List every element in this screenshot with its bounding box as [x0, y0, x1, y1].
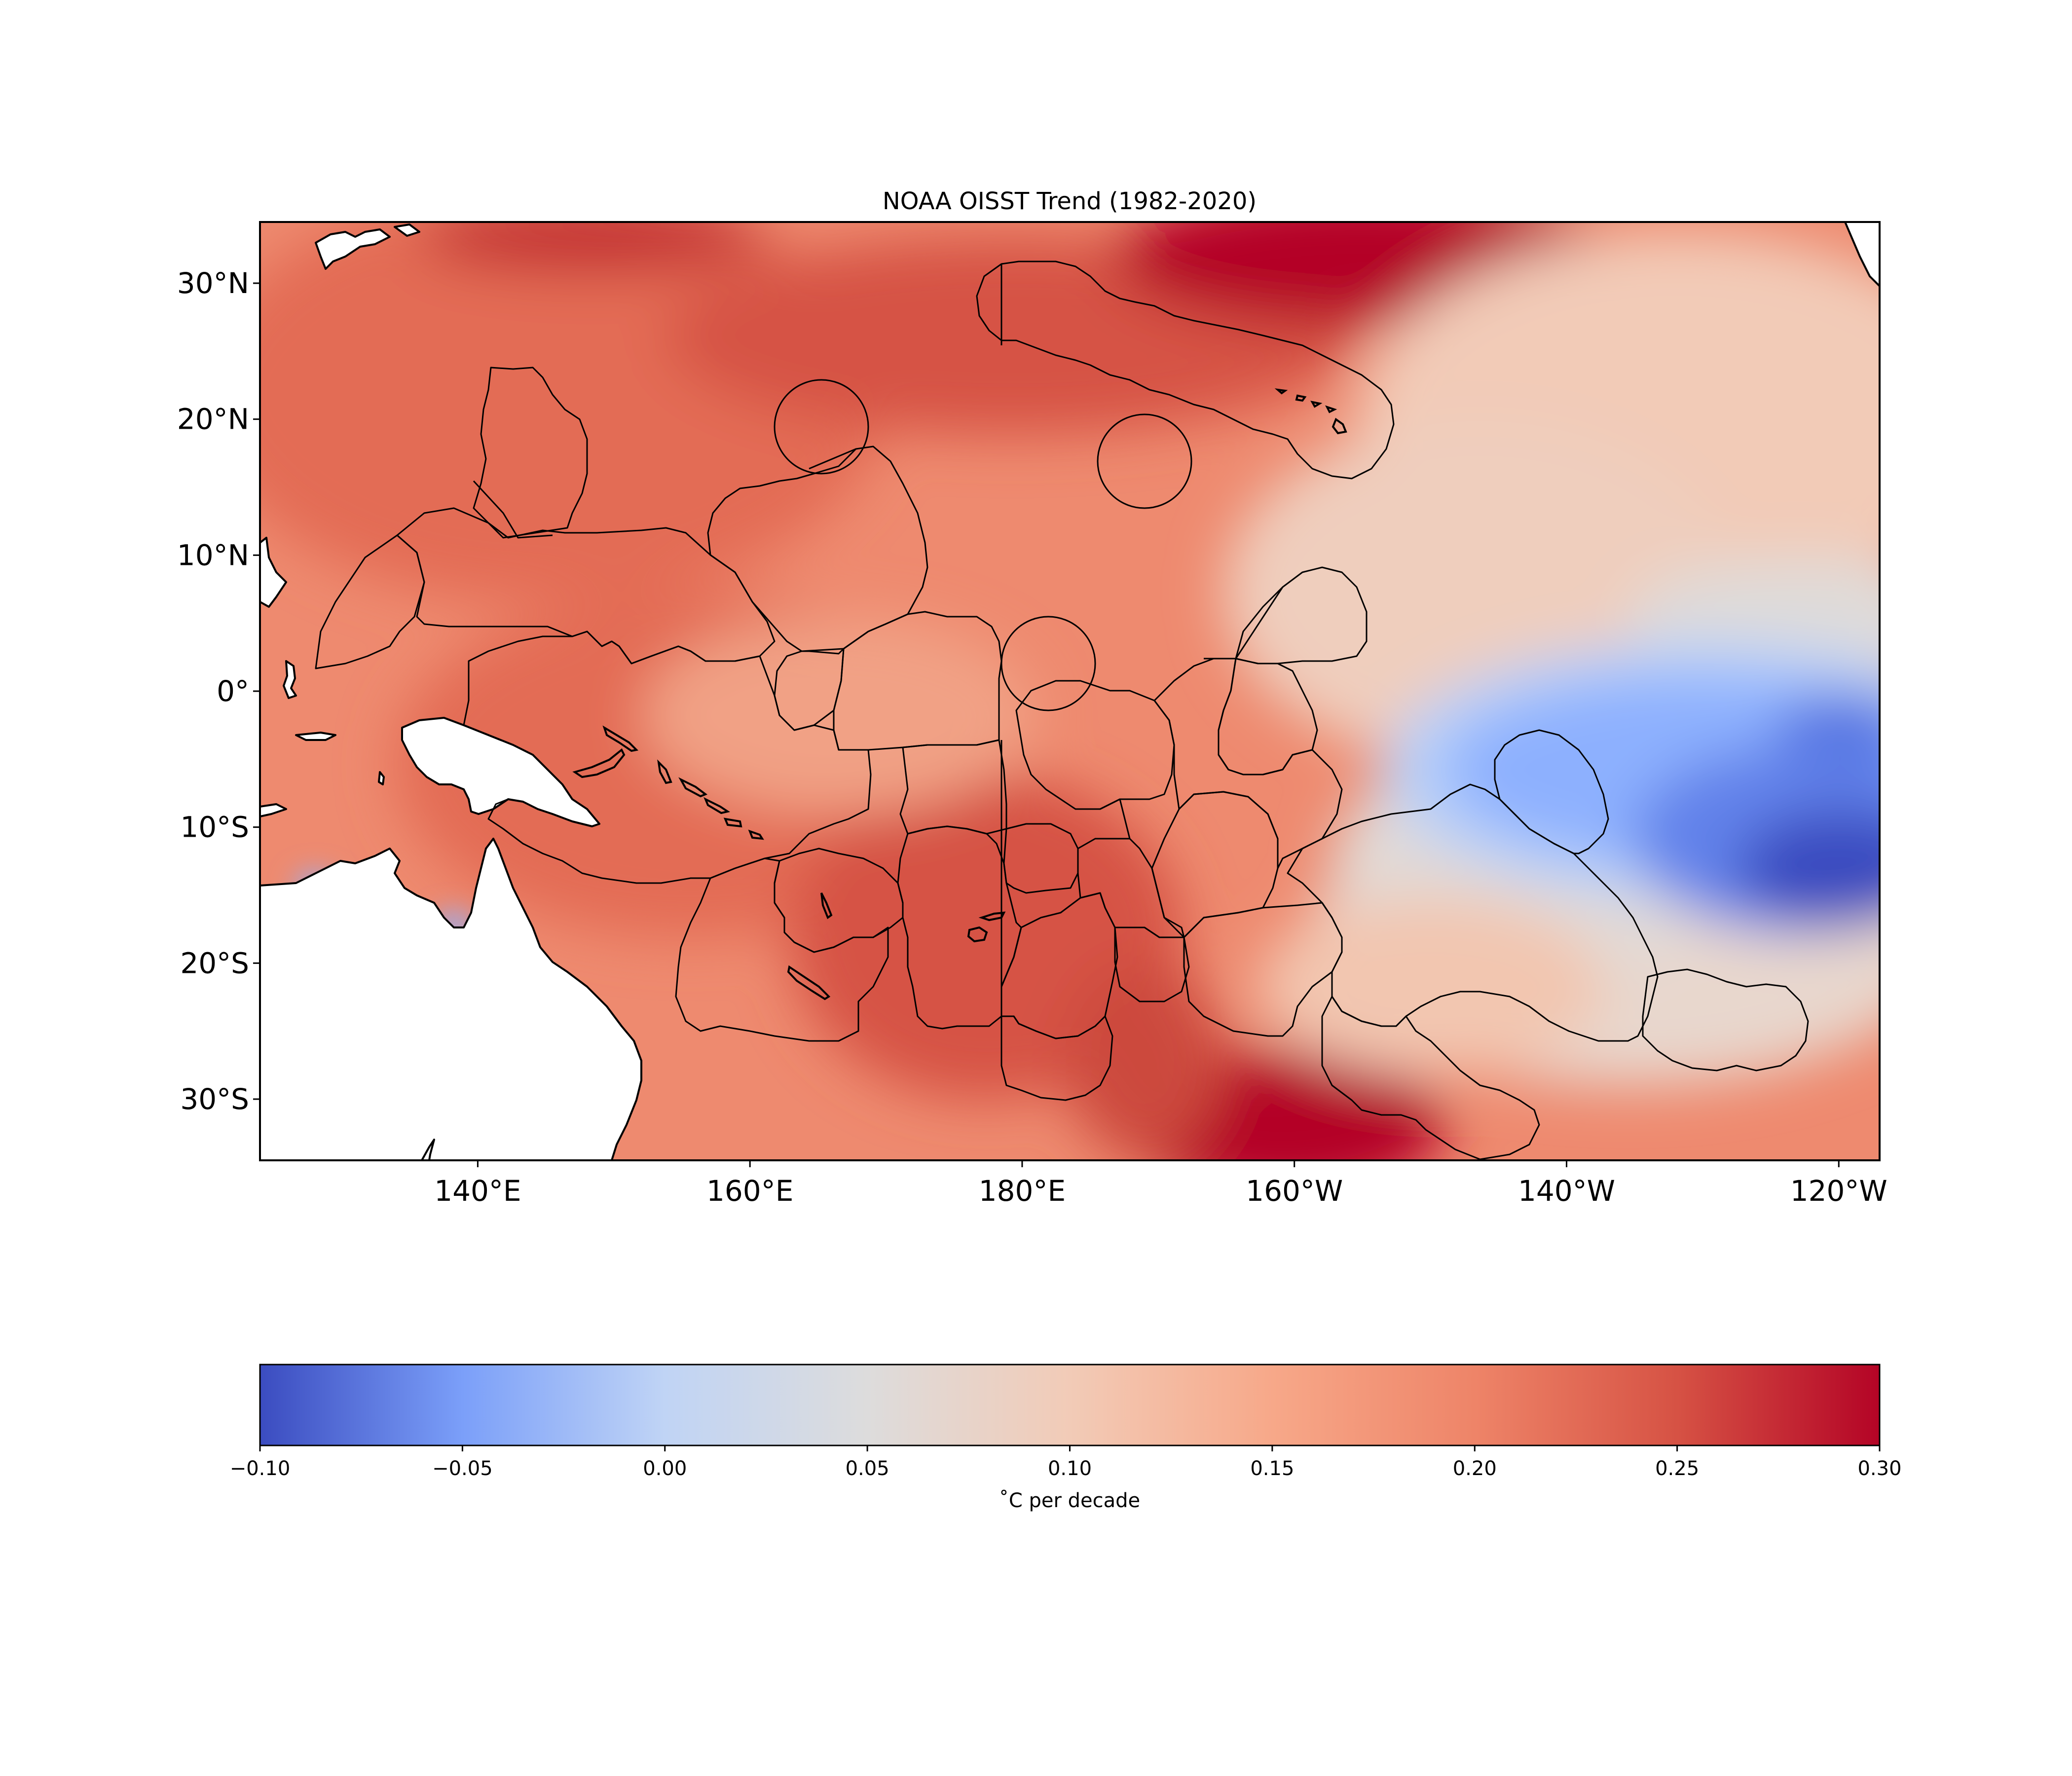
eez-wallis	[1003, 823, 1079, 894]
colorbar-label: ˚C per decade	[999, 1489, 1140, 1512]
colorbar-tick-label: 0.00	[643, 1457, 687, 1480]
lat-tick-label: 30°N	[177, 266, 249, 300]
eez-kingman	[1235, 566, 1368, 665]
island-fiji-viti-levu	[967, 926, 988, 943]
island-hawaii-big	[1332, 417, 1347, 435]
eez-kingman-divider	[1235, 587, 1284, 659]
lat-tick-label: 10°S	[180, 811, 249, 844]
eez-cook-south	[1183, 902, 1343, 1037]
map-title: NOAA OISST Trend (1982-2020)	[883, 187, 1257, 215]
sst-trend-map: 140°E 160°E 180°E 160°W 140°W 120°W 30°N 20°N 1…	[177, 221, 1887, 1208]
eez-phoenix	[1015, 680, 1175, 810]
island-mexico-corner	[1844, 222, 1880, 287]
lat-tick-label: 30°S	[180, 1082, 249, 1116]
colorbar-tick-label: 0.10	[1048, 1457, 1092, 1480]
eez-solomon	[463, 630, 872, 884]
eez-marshall	[707, 445, 928, 655]
island-new-britain	[572, 748, 626, 778]
eez-tuvalu	[899, 739, 1007, 835]
island-solomons-1	[678, 777, 708, 798]
lon-tick-label: 120°W	[1790, 1174, 1887, 1208]
japan-land	[315, 228, 391, 270]
colorbar-tick-label: −0.10	[230, 1457, 291, 1480]
lat-tick-label: 20°S	[180, 946, 249, 980]
colorbar-tick-label: 0.25	[1655, 1457, 1699, 1480]
eez-austral	[1321, 996, 1540, 1160]
eez-boundaries	[315, 260, 1809, 1160]
eez-pitcairn	[1642, 968, 1809, 1072]
eez-kermadec	[1000, 1015, 1113, 1101]
sst-field-anomalies	[260, 222, 1880, 1160]
timor-land	[260, 803, 287, 817]
island-solomons-3	[723, 817, 742, 828]
eez-guam-divider	[473, 480, 553, 539]
island-new-ireland	[602, 725, 639, 752]
island-hawaii-4	[1325, 405, 1337, 413]
eez-johnston	[1097, 413, 1192, 509]
island-vanuatu	[820, 892, 833, 920]
aru-land	[378, 771, 385, 785]
lat-tick-label: 20°N	[177, 403, 249, 436]
nz-land	[421, 1139, 435, 1160]
island-hawaii-1	[1274, 388, 1288, 395]
lon-tick-label: 160°E	[706, 1174, 793, 1208]
latitude-axis: 30°N 20°N 10°N 0° 10°S 20°S 30°S	[177, 266, 260, 1116]
lon-tick-label: 160°W	[1246, 1174, 1343, 1208]
longitude-axis: 140°E 160°E 180°E 160°W 140°W 120°W	[434, 1160, 1887, 1208]
lat-tick-label: 10°N	[177, 538, 249, 572]
seram-land	[295, 732, 336, 741]
eez-niue	[1114, 926, 1190, 1002]
island-solomons-2	[703, 797, 730, 814]
colorbar-tick-label: 0.20	[1453, 1457, 1497, 1480]
eez-minor-1	[1075, 798, 1131, 840]
island-bougainville	[657, 759, 672, 784]
eez-hawaii	[976, 260, 1395, 480]
colorbar-gradient	[259, 1364, 1881, 1446]
islands	[572, 222, 1880, 1000]
island-fiji-vanua-levu	[978, 911, 1006, 922]
island-hawaii-3	[1310, 401, 1323, 408]
eez-marquesas	[1494, 729, 1609, 854]
colorbar: −0.10 −0.05 0.00 0.05 0.10 0.15 0.20 0.25 0.30 ˚…	[230, 1364, 1902, 1512]
eez-kiribati-line	[1153, 658, 1343, 869]
colorbar-tick-label: 0.05	[846, 1457, 889, 1480]
colorbar-tick-label: 0.30	[1857, 1457, 1901, 1480]
island-solomons-4	[748, 829, 764, 840]
eez-howland	[1000, 616, 1096, 711]
philippines-land	[260, 537, 287, 608]
lon-tick-label: 140°E	[434, 1174, 521, 1208]
australia-land	[260, 838, 642, 1160]
colorbar-tick-label: 0.15	[1250, 1457, 1294, 1480]
lon-tick-label: 140°W	[1518, 1174, 1615, 1208]
colorbar-ticks: −0.10 −0.05 0.00 0.05 0.10 0.15 0.20 0.25 0.30	[230, 1445, 1902, 1480]
colorbar-tick-label: −0.05	[432, 1457, 493, 1480]
eez-new-caledonia	[675, 857, 889, 1042]
halmahera-land	[283, 660, 297, 699]
island-new-caledonia	[787, 965, 831, 1000]
eez-fiji	[897, 825, 1022, 1030]
eez-northern-mariana	[473, 367, 588, 539]
lon-tick-label: 180°E	[979, 1174, 1066, 1208]
lat-tick-label: 0°	[217, 674, 249, 708]
eez-wake	[774, 379, 869, 475]
eez-wake-marshall-divider	[809, 448, 856, 470]
north-japan-island	[394, 223, 420, 237]
island-hawaii-2	[1295, 394, 1307, 402]
